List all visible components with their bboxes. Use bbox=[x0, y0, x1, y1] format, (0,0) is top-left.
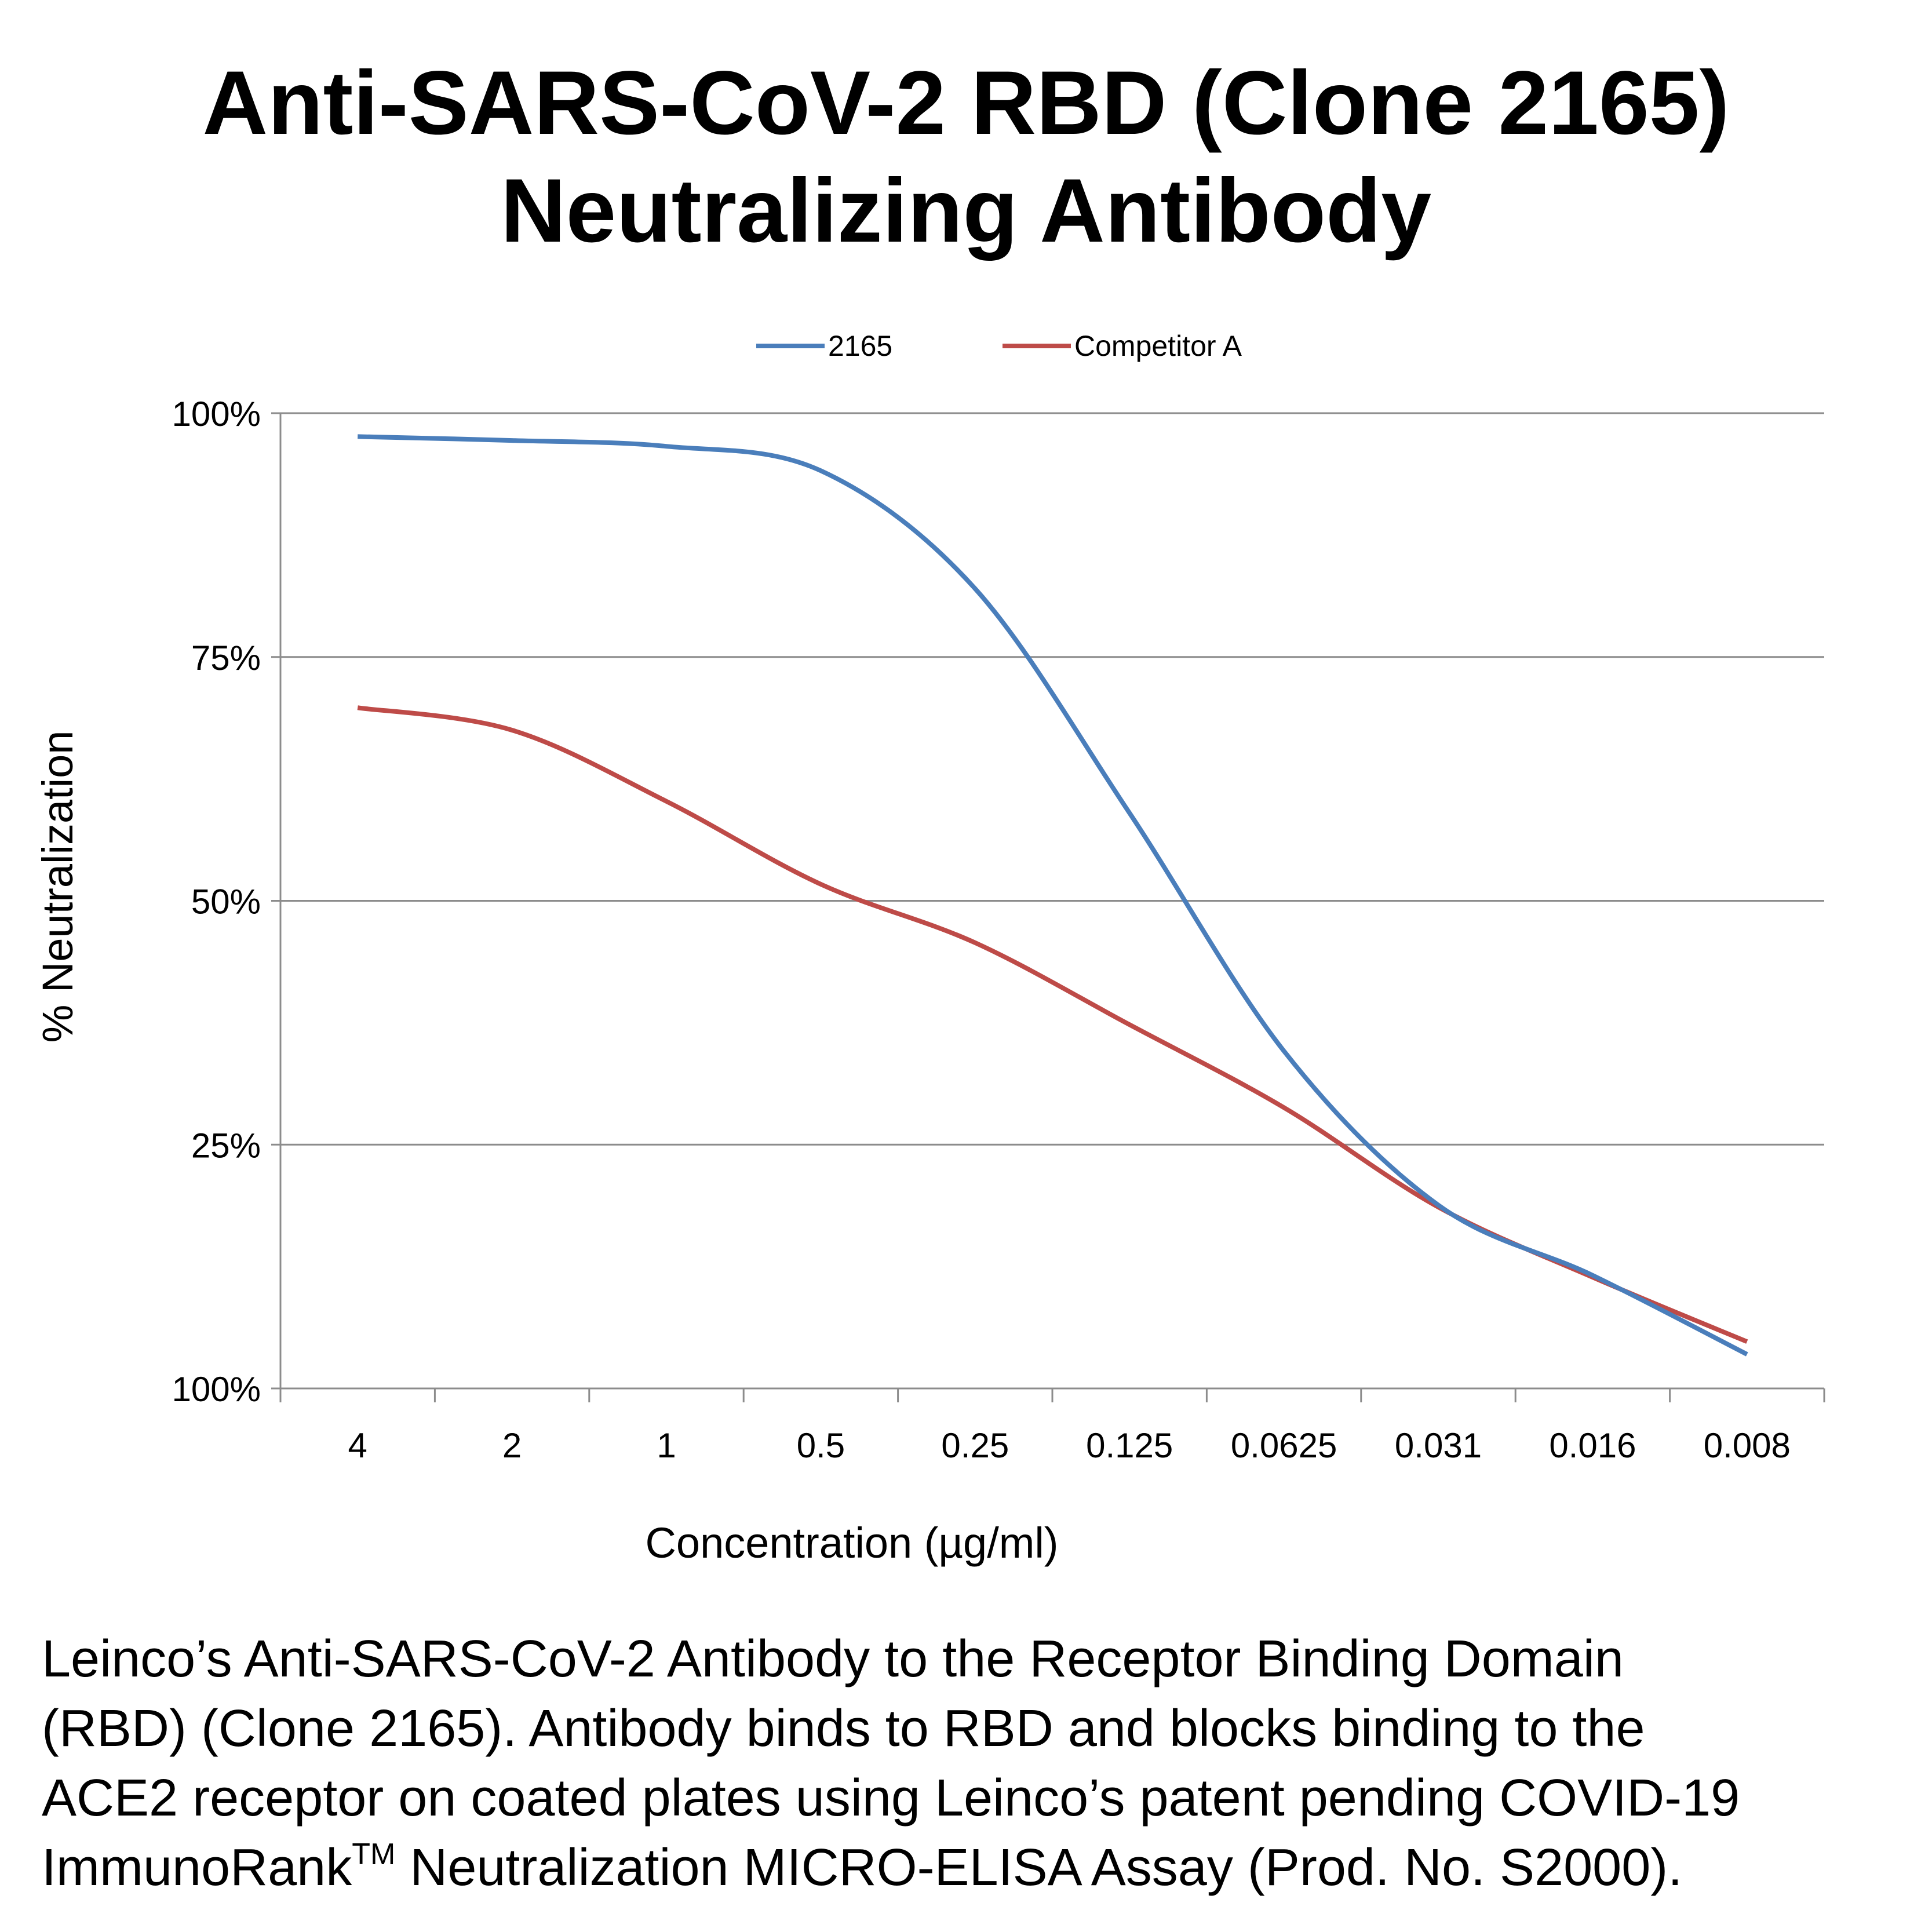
x-tick-label: 0.008 bbox=[1704, 1426, 1791, 1465]
caption-line-3: ACE2 receptor on coated plates using Lei… bbox=[42, 1769, 1740, 1827]
grid-lines bbox=[280, 412, 1824, 1146]
y-tick-label: 75% bbox=[191, 639, 261, 677]
caption-immunorank: ImmunoRank bbox=[42, 1839, 352, 1897]
legend-label-competitor-a: Competitor A bbox=[1074, 330, 1242, 362]
caption-line-4-rest: Neutralization MICRO-ELISA Assay (Prod. … bbox=[395, 1839, 1683, 1897]
y-tick-label: 50% bbox=[191, 883, 261, 921]
caption-line-1: Leinco’s Anti-SARS-CoV-2 Antibody to the… bbox=[42, 1630, 1624, 1688]
x-tick-label: 1 bbox=[657, 1426, 676, 1465]
x-tick-label: 0.25 bbox=[941, 1426, 1009, 1465]
series-line-2165 bbox=[358, 434, 1748, 1357]
caption-line-4: ImmunoRankTM Neutralization MICRO-ELISA … bbox=[42, 1839, 1919, 1897]
series-lines bbox=[357, 434, 1748, 1357]
x-tick-label: 4 bbox=[348, 1426, 367, 1465]
caption-line-2: (RBD) (Clone 2165). Antibody binds to RB… bbox=[42, 1700, 1645, 1758]
y-tick-label: 25% bbox=[191, 1126, 261, 1165]
trademark-mark: TM bbox=[352, 1838, 396, 1871]
neutralization-line-chart: 100% 25% 50% 75% 100% 4 2 1 0.5 0.25 0.125 0.0625 0.… bbox=[34, 330, 1825, 1567]
y-axis-label: % Neutralization bbox=[34, 731, 82, 1043]
y-tick-label: 100% bbox=[172, 395, 261, 433]
x-tick-label: 0.016 bbox=[1549, 1426, 1636, 1465]
axes: 100% 25% 50% 75% 100% 4 2 1 0.5 0.25 0.125 0.0625 0.… bbox=[172, 395, 1825, 1465]
x-axis-label: Concentration (µg/ml) bbox=[645, 1519, 1058, 1567]
x-tick-label: 0.125 bbox=[1086, 1426, 1173, 1465]
x-tick-label: 0.031 bbox=[1395, 1426, 1482, 1465]
chart-title-line-1: Anti-SARS-CoV-2 RBD (Clone 2165) bbox=[202, 53, 1730, 154]
chart-title-line-2: Neutralizing Antibody bbox=[500, 161, 1432, 261]
x-tick-label: 0.5 bbox=[797, 1426, 845, 1465]
y-tick-label: 100% bbox=[172, 1370, 261, 1409]
x-tick-label: 2 bbox=[502, 1426, 522, 1465]
series-line-competitor-a bbox=[357, 705, 1748, 1344]
legend-label-2165: 2165 bbox=[828, 330, 892, 362]
x-tick-label: 0.0625 bbox=[1231, 1426, 1337, 1465]
legend: 2165 Competitor A bbox=[756, 330, 1242, 362]
